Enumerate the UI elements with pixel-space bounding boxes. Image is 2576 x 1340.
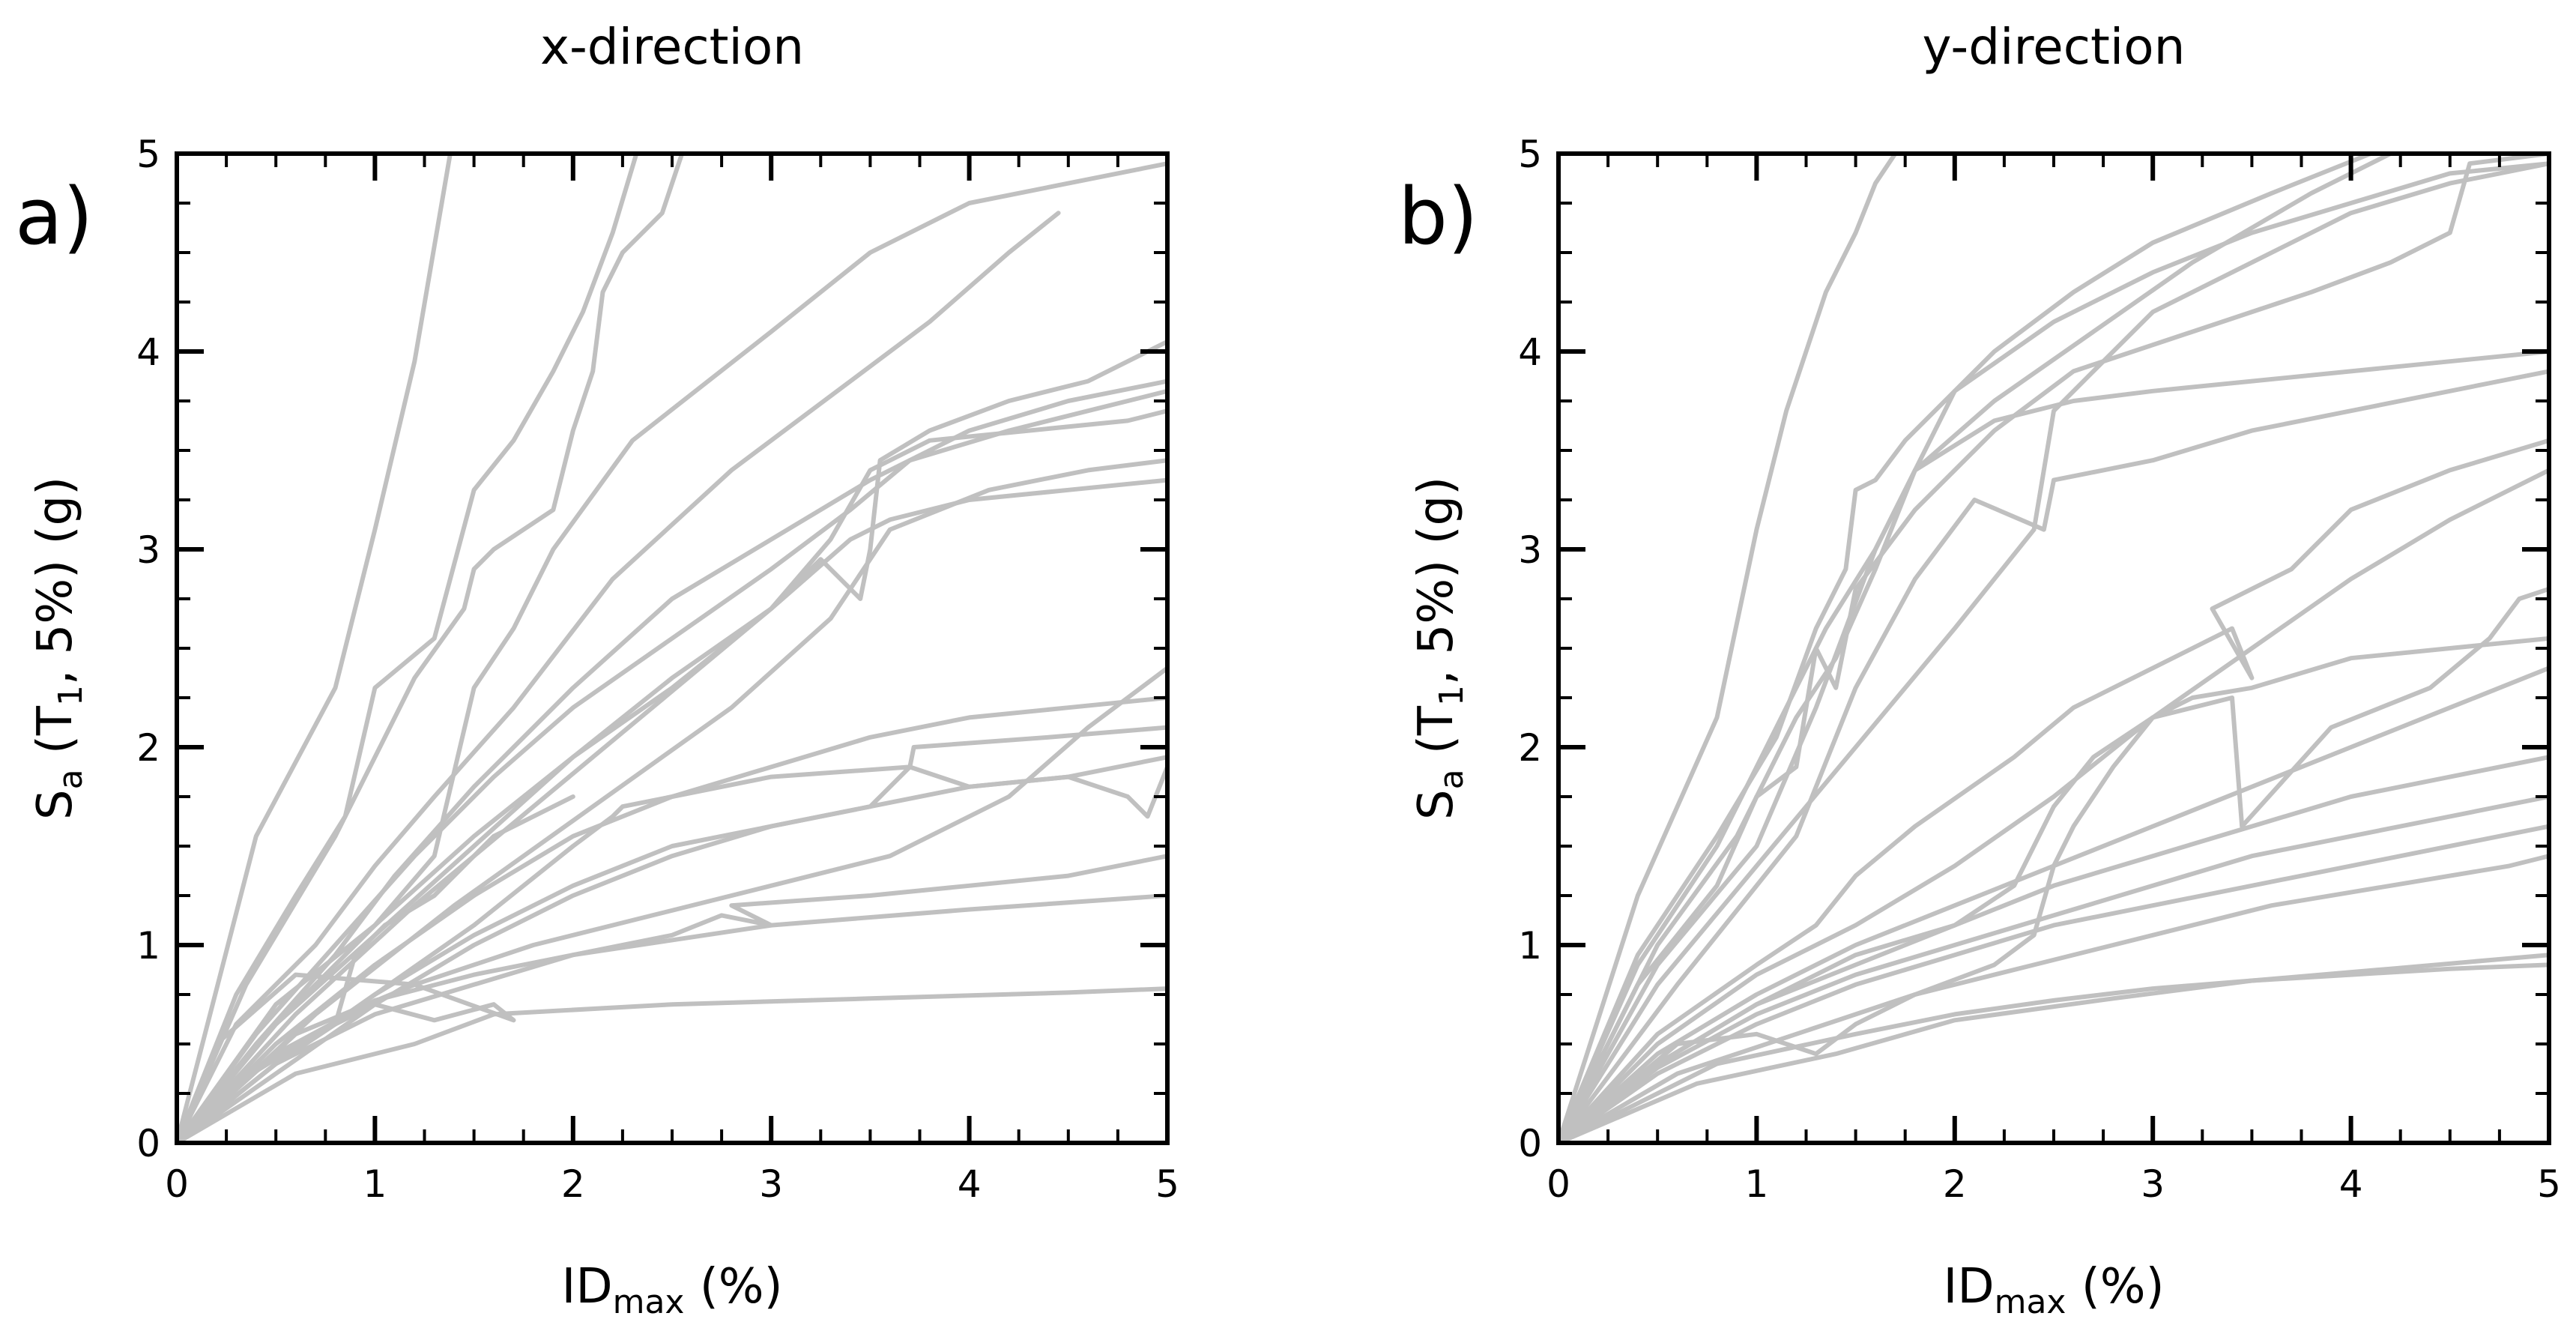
series-line-5 (177, 211, 1061, 1143)
series-line-19 (177, 972, 516, 1143)
y-axis-label-subscript-1: 1 (52, 685, 90, 706)
y-axis-label-subscript-a: a (52, 769, 90, 789)
y-tick-label: 2 (1518, 726, 1542, 770)
y-tick-label: 3 (136, 528, 160, 572)
series-line-19 (1558, 636, 2549, 1143)
x-tick-label: 0 (1546, 1162, 1570, 1206)
series-line-9 (1558, 438, 2549, 1143)
x-axis-label-suffix: (%) (684, 1259, 782, 1315)
series-line-16 (1558, 854, 2549, 1143)
y-tick-label: 5 (1518, 133, 1542, 176)
y-axis-label-main: S (1409, 789, 1464, 820)
y-axis-label-suffix: , 5%) (g) (1409, 477, 1464, 685)
series-group (1558, 154, 2549, 1143)
series-line-21 (177, 794, 575, 1143)
series-line-5 (1558, 154, 2549, 1143)
x-axis-label-subscript: max (1995, 1283, 2066, 1321)
x-tick-label: 1 (1744, 1162, 1768, 1206)
y-axis-label-mid: (T (28, 705, 83, 769)
y-tick-label: 4 (1518, 331, 1542, 374)
x-tick-label: 4 (958, 1162, 982, 1206)
x-tick-label: 3 (2141, 1162, 2165, 1206)
axis-ticks (175, 151, 1170, 1145)
y-tick-label: 1 (1518, 924, 1542, 968)
x-axis-label-main: ID (1943, 1259, 1994, 1315)
series-line-6 (1558, 161, 2549, 1143)
x-axis-label-subscript: max (613, 1283, 685, 1321)
y-axis-label-subscript-a: a (1433, 769, 1471, 789)
panel-label: a) (15, 171, 93, 262)
x-tick-label: 4 (2339, 1162, 2363, 1206)
y-axis-label-mid: (T (1409, 705, 1464, 769)
y-axis-label: Sa (T1, 5%) (g) (1409, 477, 1471, 820)
series-line-6 (177, 378, 1167, 1143)
y-tick-label: 2 (136, 726, 160, 770)
series-line-20 (177, 986, 1167, 1143)
x-tick-label: 2 (1943, 1162, 1967, 1206)
series-line-10 (1558, 468, 2549, 1143)
x-tick-label: 5 (1155, 1162, 1179, 1206)
x-tick-label: 0 (165, 1162, 189, 1206)
y-tick-label: 4 (136, 331, 160, 374)
series-line-13 (1558, 755, 2549, 1143)
x-tick-label: 1 (363, 1162, 387, 1206)
axis-ticks (1556, 151, 2551, 1145)
y-tick-label: 1 (136, 924, 160, 968)
y-tick-label: 3 (1518, 528, 1542, 572)
series-line-17 (1558, 962, 2549, 1143)
y-tick-label: 0 (136, 1122, 160, 1165)
y-tick-label: 5 (136, 133, 160, 176)
series-line-2 (177, 154, 639, 1143)
series-line-17 (177, 854, 1167, 1143)
series-line-7 (1558, 369, 2549, 1143)
series-line-9 (177, 339, 1167, 1143)
panel-label: b) (1398, 171, 1478, 262)
x-axis-label: IDmax (%) (561, 1259, 782, 1321)
series-line-15 (1558, 824, 2549, 1143)
x-tick-label: 3 (759, 1162, 783, 1206)
series-line-8 (1558, 349, 2549, 1143)
series-line-18 (177, 893, 1167, 1143)
y-axis-label: Sa (T1, 5%) (g) (28, 477, 90, 820)
series-line-1 (177, 154, 453, 1143)
series-line-10 (177, 408, 1167, 1143)
series-line-18 (1558, 953, 2549, 1143)
x-axis-label-suffix: (%) (2066, 1259, 2164, 1315)
series-group (177, 154, 1167, 1143)
y-tick-label: 0 (1518, 1122, 1542, 1165)
series-line-1 (1558, 154, 1898, 1143)
series-line-14 (1558, 794, 2549, 1143)
x-axis-label: IDmax (%) (1943, 1259, 2164, 1321)
panel-title: y-direction (1923, 18, 2186, 76)
y-axis-label-suffix: , 5%) (g) (28, 477, 83, 685)
panel-title: x-direction (540, 18, 804, 76)
x-axis-label-main: ID (561, 1259, 612, 1315)
x-tick-label: 5 (2537, 1162, 2561, 1206)
series-line-11 (1558, 586, 2549, 1143)
y-axis-label-subscript-1: 1 (1433, 685, 1471, 706)
x-tick-label: 2 (561, 1162, 585, 1206)
series-line-3 (177, 154, 685, 1143)
y-axis-label-main: S (28, 789, 83, 820)
